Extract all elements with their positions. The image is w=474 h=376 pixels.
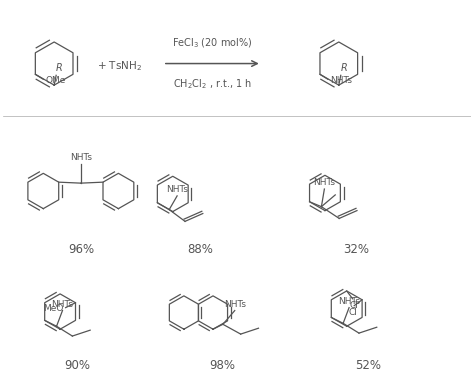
Text: 52%: 52% (356, 359, 382, 372)
Text: OMe: OMe (45, 76, 65, 85)
Text: Cl: Cl (349, 301, 358, 310)
Text: MeO: MeO (43, 304, 64, 313)
Text: NHTs: NHTs (224, 300, 246, 309)
Text: CH$_2$Cl$_2$ , r.t., 1 h: CH$_2$Cl$_2$ , r.t., 1 h (173, 77, 252, 91)
Text: 96%: 96% (68, 243, 94, 256)
Text: R: R (341, 63, 347, 73)
Text: NHTs: NHTs (313, 178, 336, 187)
Text: NHTs: NHTs (338, 297, 360, 306)
Text: NHTs: NHTs (330, 76, 352, 85)
Text: R: R (56, 63, 63, 73)
Text: 88%: 88% (188, 243, 213, 256)
Text: + TsNH$_2$: + TsNH$_2$ (97, 59, 142, 73)
Text: NHTs: NHTs (52, 300, 73, 309)
Text: 90%: 90% (64, 359, 90, 372)
Text: Cl: Cl (349, 308, 358, 317)
Text: NHTs: NHTs (166, 185, 188, 194)
Text: 98%: 98% (209, 359, 235, 372)
Text: 32%: 32% (344, 243, 370, 256)
Text: FeCl$_3$ (20 mol%): FeCl$_3$ (20 mol%) (172, 36, 253, 50)
Text: NHTs: NHTs (70, 153, 92, 162)
